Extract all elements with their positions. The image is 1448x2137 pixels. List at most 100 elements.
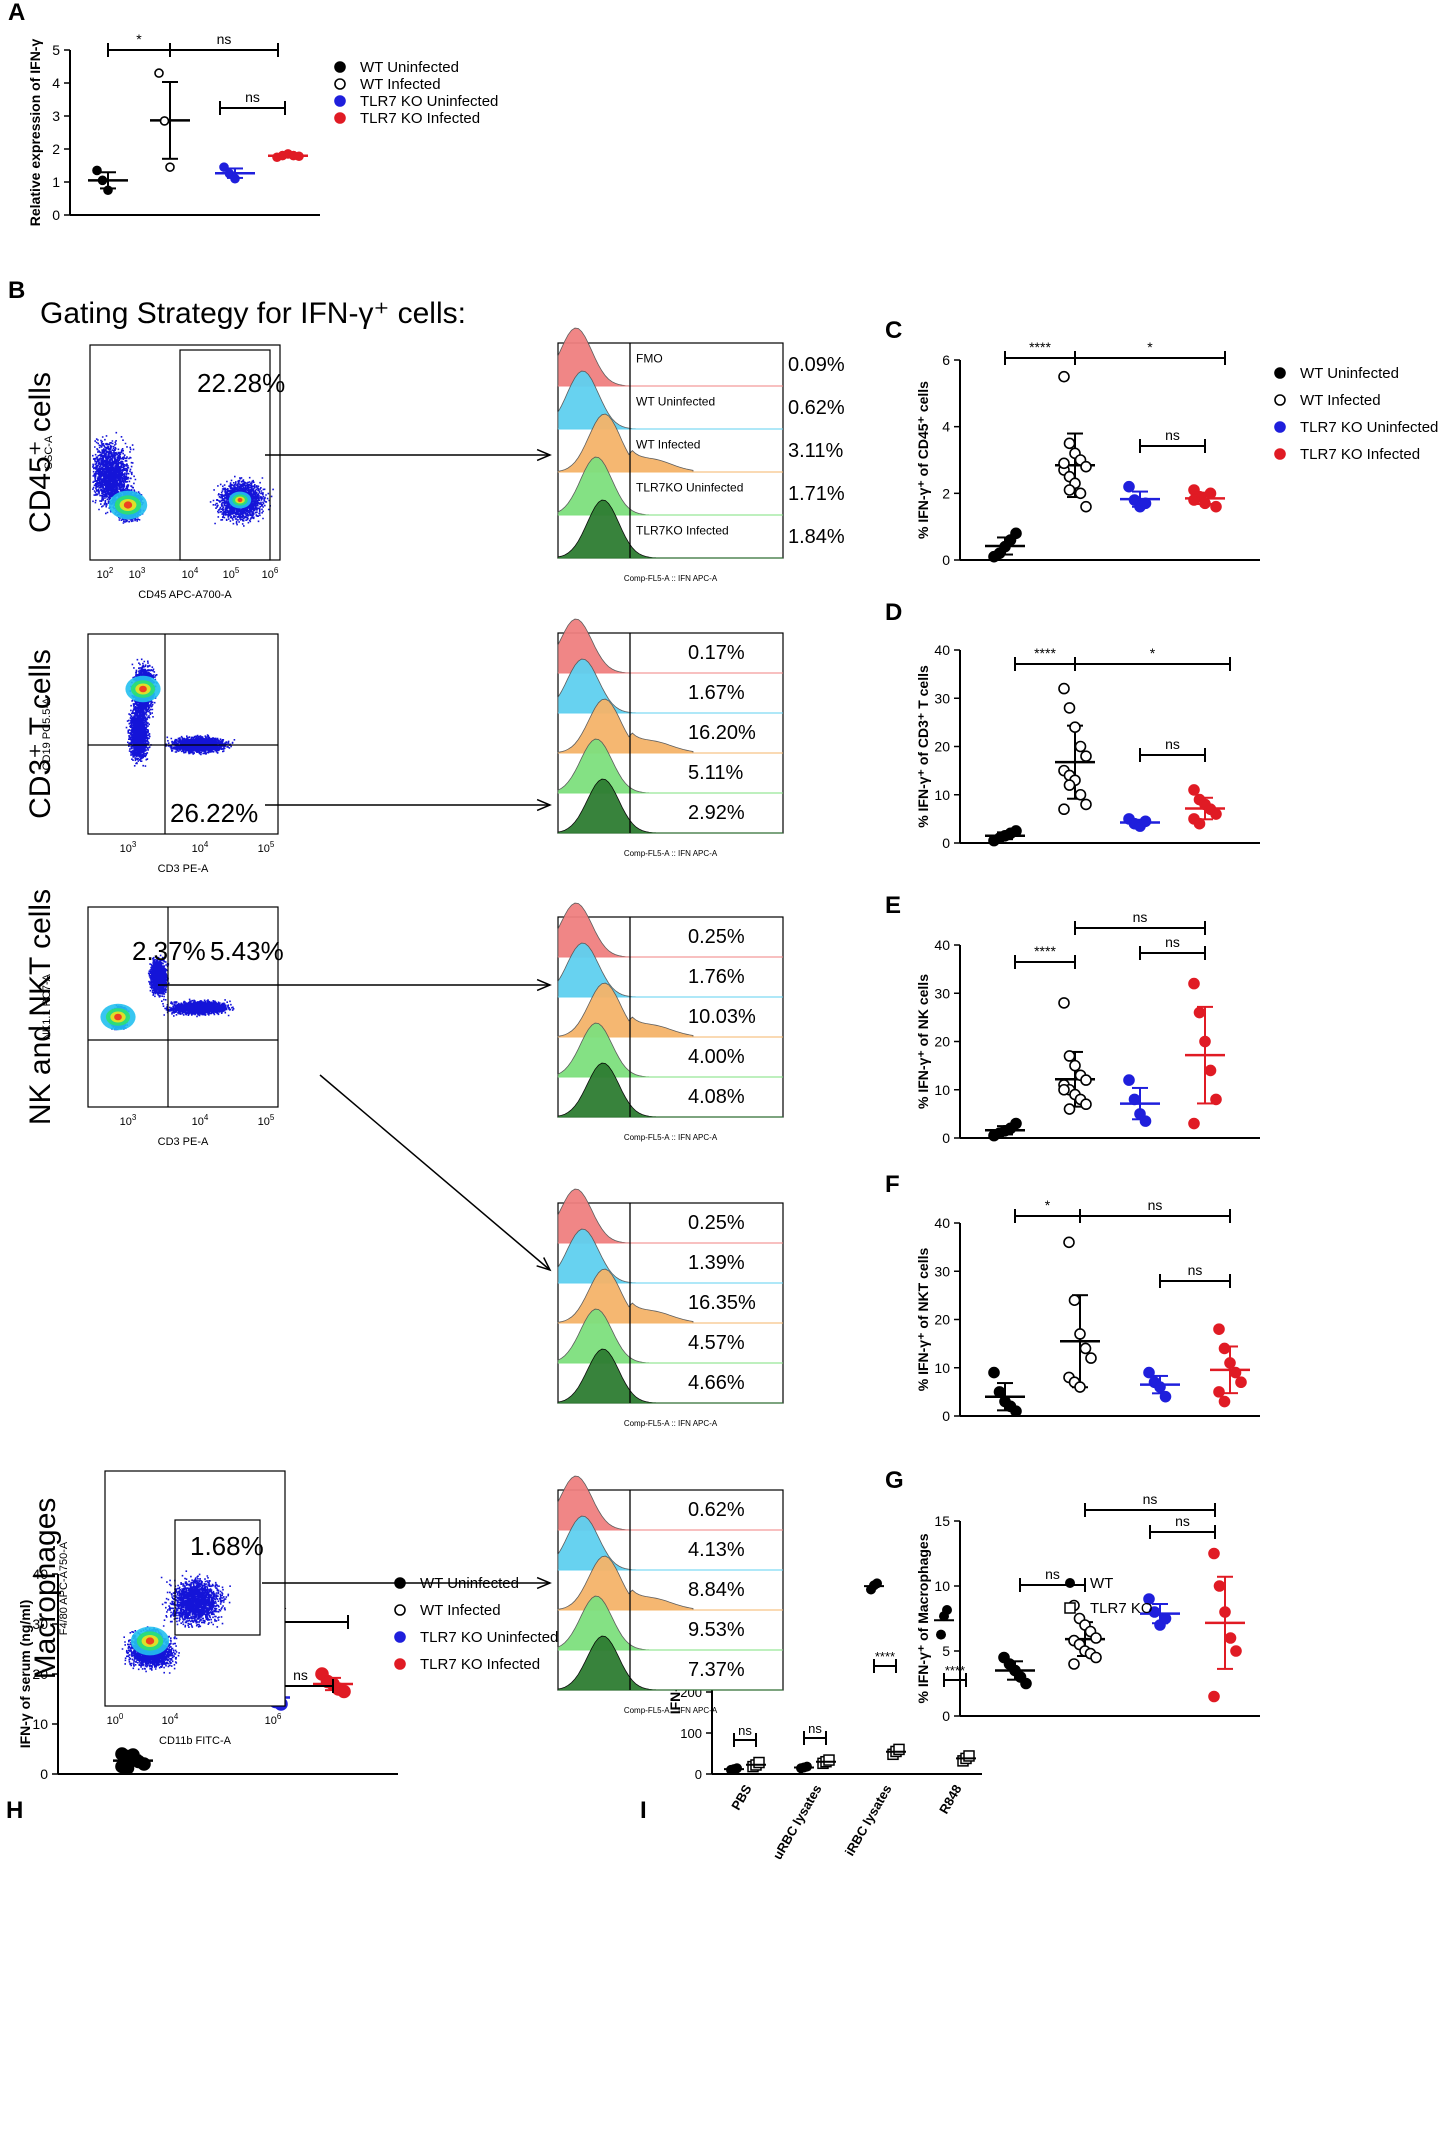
y-axis-label: F4/80 APC-A750-A [58, 1541, 70, 1635]
data-point [1199, 1035, 1211, 1048]
exp: 5 [270, 1113, 275, 1122]
data-point [1224, 1357, 1236, 1369]
data-point [1090, 1632, 1102, 1644]
panel-label: E [885, 892, 901, 919]
data-point [103, 185, 113, 196]
x-axis-label: CD3 PE-A [158, 863, 209, 875]
gate-percentage: 1.68% [190, 1531, 264, 1561]
data-point [1063, 779, 1076, 791]
data-point [230, 173, 240, 184]
data-point [1143, 1366, 1155, 1379]
data-point [1069, 1059, 1081, 1072]
y-tick-label: 2 [52, 141, 60, 157]
x-tick-label: 104 [182, 566, 199, 581]
x-tick-label: uRBC lysates [770, 1782, 825, 1862]
sig-label: ns [1165, 934, 1180, 950]
data-point [1063, 702, 1076, 714]
density-points [100, 954, 235, 1031]
density-hotspot [145, 1637, 155, 1645]
legend-marker [334, 61, 346, 73]
arrow-head [536, 1576, 552, 1590]
hist-sample-label: WT Uninfected [636, 394, 715, 408]
data-point [1199, 497, 1211, 510]
legend-label: TLR7 KO Uninfected [360, 93, 498, 110]
histogram-0: 0.09% FMO 0.62% WT Uninfected 3.11% WT Infect… [557, 327, 845, 583]
plot-frame [87, 633, 279, 835]
y-tick-label: 0 [942, 1130, 950, 1146]
panel-label: D [885, 599, 902, 626]
panel-label: F [885, 1171, 900, 1198]
data-point [1058, 370, 1070, 383]
y-axis-label: SSC-A [43, 435, 55, 469]
hist-percentage: 2.92% [688, 802, 745, 824]
sig-label: ns [1175, 1513, 1190, 1529]
legend-label: WT Infected [360, 76, 441, 93]
data-point [154, 68, 164, 78]
density-points [121, 1570, 231, 1674]
arrow [265, 798, 552, 812]
legend-label: WT Uninfected [360, 59, 459, 76]
data-point [1213, 1580, 1226, 1592]
x-tick-label: PBS [728, 1782, 755, 1813]
gate-percentage: 2.37% [132, 936, 206, 966]
y-tick-label: 30 [934, 690, 950, 706]
data-point [1139, 497, 1152, 510]
y-tick-label: 4 [942, 419, 950, 435]
gating-plot-0: 22.28% CD45 APC-A700-A SSC-A 102 103 104 105 10… [24, 344, 285, 601]
y-axis-label: % IFN-γ⁺ of Macrophages [915, 1533, 931, 1703]
y-tick-label: 40 [934, 937, 950, 953]
data-point [1188, 784, 1200, 796]
histogram-2: 0.25%1.76%10.03%4.00%4.08%Comp-FL5-A :: … [557, 902, 784, 1142]
hist-percentage: 10.03% [688, 1006, 756, 1028]
data-point [1229, 1366, 1242, 1379]
y-axis-label: NK1.1 PC7-A [41, 973, 53, 1040]
y-axis-label: % IFN-γ⁺ of CD3⁺ T cells [915, 665, 931, 828]
data-point [1063, 1236, 1075, 1249]
hist-percentage: 9.53% [688, 1619, 745, 1641]
y-tick-label: 0 [40, 1766, 48, 1782]
data-point [1069, 721, 1081, 734]
panel-B: B Gating Strategy for IFN-γ⁺ cells: 22.28%… [8, 277, 845, 1747]
arrow-shaft [319, 1074, 551, 1271]
panel-label: B [8, 277, 25, 304]
data-point [1080, 1098, 1092, 1111]
data-point-ko [753, 1756, 765, 1769]
hist-percentage: 7.37% [688, 1659, 745, 1681]
data-point [1210, 500, 1222, 513]
data-point [1218, 1395, 1231, 1408]
hist-percentage: 3.11% [788, 440, 843, 462]
x-tick-label: 104 [192, 840, 209, 855]
arrow [319, 1074, 552, 1272]
data-point [1058, 997, 1070, 1009]
data-point [1058, 803, 1070, 816]
sig-label: ns [1165, 736, 1180, 752]
gating-title: Gating Strategy for IFN-γ⁺ cells: [40, 297, 466, 330]
data-point [219, 162, 229, 172]
density-points [125, 658, 236, 767]
hist-sample-label: FMO [636, 351, 663, 365]
legend-label: WT Infected [420, 1602, 501, 1619]
y-tick-label: 5 [52, 42, 60, 58]
exp: 4 [204, 1113, 209, 1122]
x-axis-label: CD45 APC-A700-A [138, 589, 232, 601]
x-tick-label: 106 [262, 566, 279, 581]
data-point [1188, 494, 1200, 506]
y-tick-label: 20 [934, 1034, 950, 1050]
hist-percentage: 5.11% [688, 762, 743, 784]
data-point [1068, 1294, 1081, 1306]
sig-label: **** [1034, 943, 1056, 959]
gate-percentage: 22.28% [197, 368, 285, 398]
data-point [1010, 825, 1022, 837]
legend-marker [334, 78, 346, 90]
row-label: NK and NKT cells [24, 889, 57, 1125]
panel-E: E 0 10 20 30 40 % IFN-γ⁺ of NK cells **** ns ns [885, 892, 1260, 1146]
x-tick-label: 104 [192, 1113, 209, 1128]
exp: 5 [235, 566, 240, 575]
arrow-head [536, 448, 552, 462]
legend-label: TLR7 KO [1090, 1600, 1153, 1617]
data-point [1080, 750, 1092, 762]
histogram-peak [557, 1555, 694, 1611]
legend-marker [1274, 421, 1286, 433]
hist-sample-label: TLR7KO Infected [636, 523, 729, 537]
